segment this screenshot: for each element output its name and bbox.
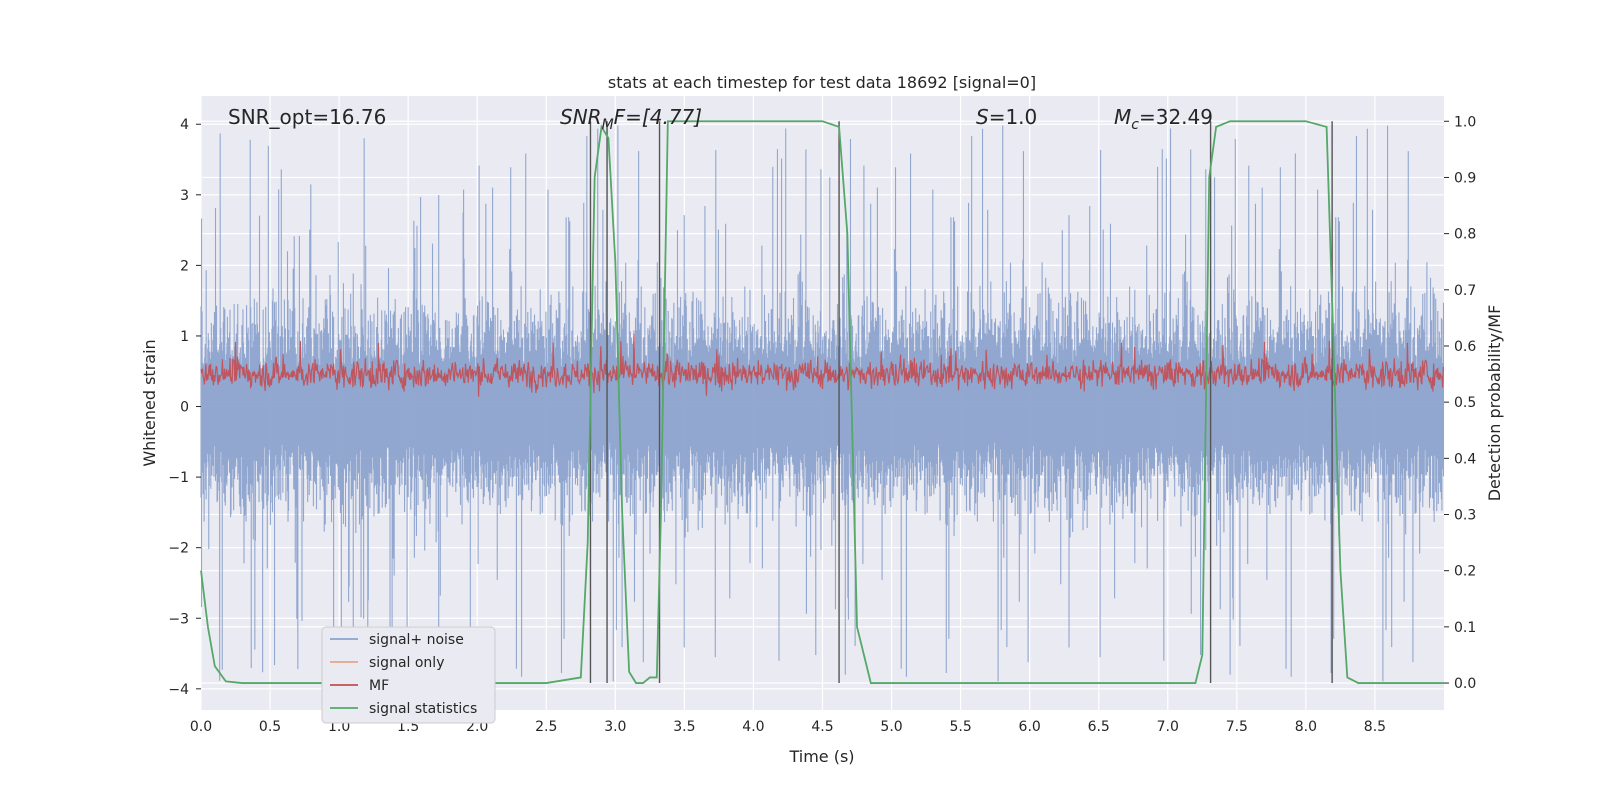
mc-main: M	[1114, 105, 1131, 129]
x-tick-label: 7.5	[1226, 719, 1248, 735]
y-right-tick-label: 1.0	[1454, 114, 1476, 130]
y-right-axis-ticks: 1.0 0.9 0.8 0.7 0.6 0.5 0.4 0.3 0.2 0.1 0.0	[1444, 114, 1476, 692]
x-axis-ticks: 0.0 0.5 1.0 1.5 2.0 2.5 3.0 3.5 4.0 4.5 5.0 5.5 6.0 6…	[190, 719, 1386, 735]
chart-title: stats at each timestep for test data 186…	[608, 73, 1036, 92]
legend-label-mf: MF	[369, 678, 389, 694]
y-tick-label: −2	[168, 541, 189, 557]
legend-label-signal-noise: signal+ noise	[369, 632, 464, 648]
signal-statistics-series	[200, 120, 1444, 684]
x-tick-label: 8.5	[1364, 719, 1386, 735]
legend-box	[321, 626, 496, 724]
legend: signal+ noise signal only MF signal stat…	[321, 626, 496, 724]
legend-label-signal-statistics: signal statistics	[369, 701, 477, 717]
y-right-tick-label: 0.3	[1454, 508, 1476, 524]
x-tick-label: 6.0	[1019, 719, 1041, 735]
y-tick-label: −3	[168, 611, 189, 627]
y-tick-label: 3	[180, 188, 189, 204]
x-tick-label: 0.5	[259, 719, 281, 735]
y-right-tick-label: 0.0	[1454, 676, 1476, 692]
s-main: S	[976, 105, 989, 129]
s-annotation: S=1.0	[976, 105, 1037, 129]
x-tick-label: 2.5	[535, 719, 557, 735]
snr-opt-annotation: SNR_opt=16.76	[228, 105, 386, 129]
y-right-axis-title: Detection probability/MF	[1485, 305, 1504, 502]
y-right-tick-label: 0.8	[1454, 227, 1476, 243]
x-tick-label: 4.5	[811, 719, 833, 735]
x-axis-title: Time (s)	[788, 747, 854, 766]
y-right-tick-label: 0.9	[1454, 170, 1476, 186]
legend-label-signal-only: signal only	[369, 655, 444, 671]
x-tick-label: 5.5	[949, 719, 971, 735]
y-tick-label: 4	[180, 117, 189, 133]
vertical-markers	[589, 121, 1333, 684]
y-tick-label: 1	[180, 329, 189, 345]
y-tick-label: 0	[180, 400, 189, 416]
y-tick-label: −1	[168, 470, 189, 486]
y-right-tick-label: 0.2	[1454, 564, 1476, 580]
y-right-tick-label: 0.5	[1454, 395, 1476, 411]
x-tick-label: 5.0	[880, 719, 902, 735]
mc-annotation: Mc=32.49	[1114, 105, 1213, 133]
snr-mf-annotation: SNRMF=[4.77]	[560, 105, 702, 133]
snr-mf-main: SNR	[560, 105, 602, 129]
s-rest: =1.0	[989, 105, 1038, 129]
y-tick-label: 2	[180, 258, 189, 274]
x-tick-label: 6.5	[1088, 719, 1110, 735]
x-tick-label: 4.0	[742, 719, 764, 735]
mc-rest: =32.49	[1139, 105, 1213, 129]
x-tick-label: 3.0	[604, 719, 626, 735]
x-tick-label: 0.0	[190, 719, 212, 735]
mf-line	[200, 333, 1444, 397]
signal-noise-series	[200, 125, 1445, 682]
snr-mf-rest: F=[4.77]	[614, 105, 702, 129]
x-tick-label: 8.0	[1295, 719, 1317, 735]
y-right-tick-label: 0.4	[1454, 451, 1476, 467]
y-right-tick-label: 0.7	[1454, 283, 1476, 299]
signal-noise-line	[200, 125, 1445, 682]
mf-series	[200, 333, 1444, 397]
y-right-tick-label: 0.1	[1454, 620, 1476, 636]
x-tick-label: 3.5	[673, 719, 695, 735]
y-tick-label: −4	[168, 682, 189, 698]
x-tick-label: 7.0	[1157, 719, 1179, 735]
y-axis-title: Whitened strain	[140, 339, 159, 466]
signal-statistics-line	[200, 120, 1444, 684]
snr-mf-subscript: M	[602, 117, 614, 133]
y-axis-ticks: 4 3 2 1 0 −1 −2 −3 −4	[168, 117, 201, 698]
y-right-tick-label: 0.6	[1454, 339, 1476, 355]
mc-subscript: c	[1131, 117, 1139, 133]
